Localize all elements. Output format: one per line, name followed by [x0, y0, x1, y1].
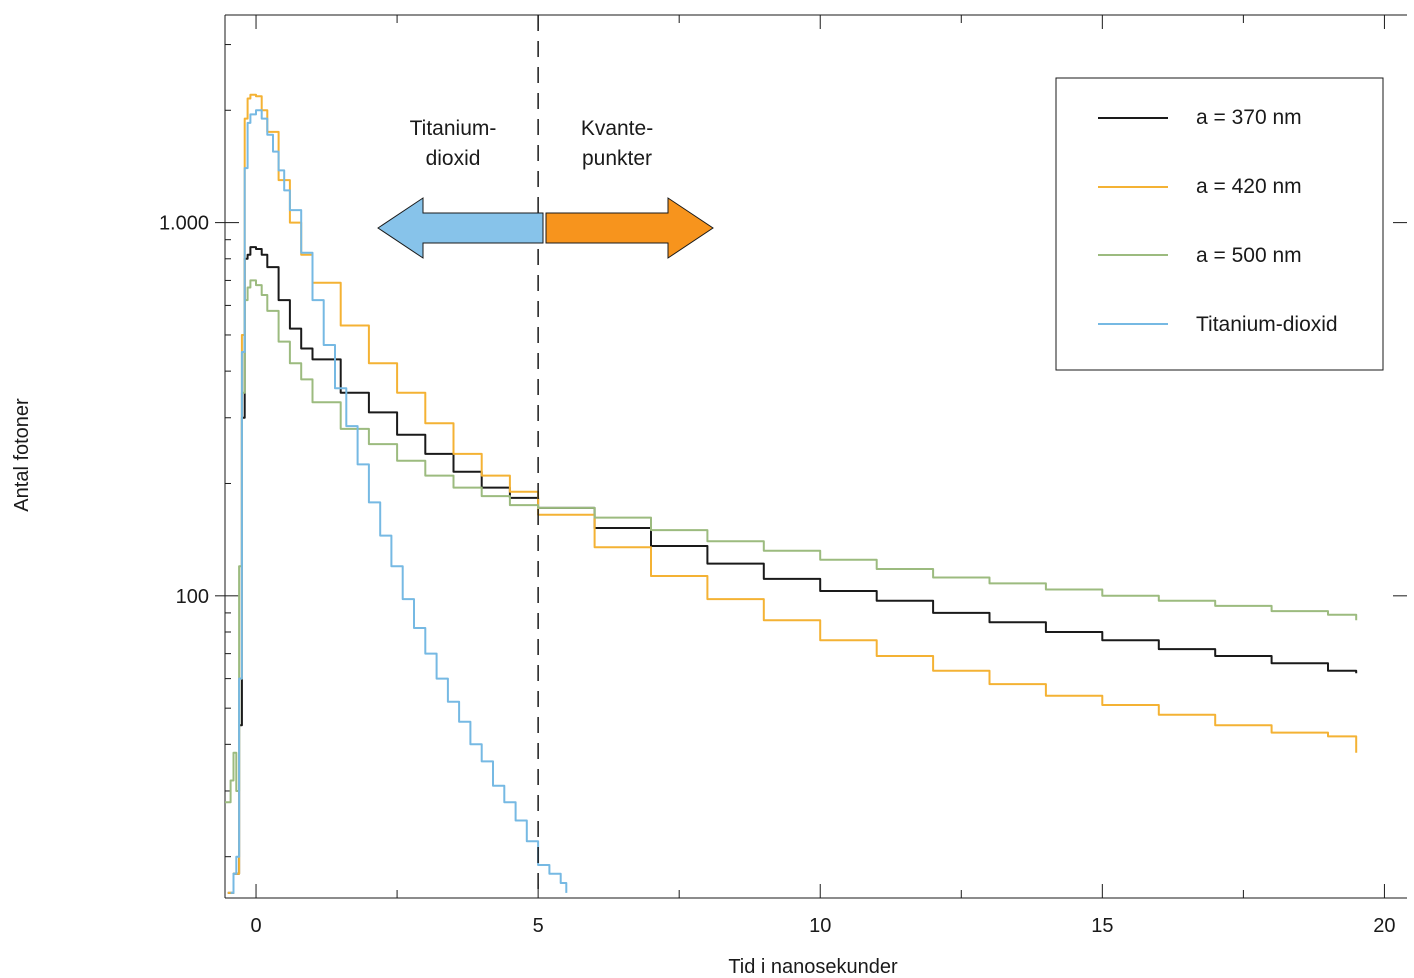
arrow-left-titanium [377, 197, 544, 259]
legend-label-370: a = 370 nm [1196, 106, 1302, 129]
legend-box [1055, 77, 1384, 371]
annotation-titanium-line-1: Titanium- [410, 117, 497, 140]
annotation-kvantepunkter: Kvante- punkter [545, 117, 714, 259]
legend: a = 370 nm a = 420 nm a = 500 nm Titaniu… [1055, 77, 1384, 371]
annotation-kvantepunkter-line-2: punkter [582, 147, 652, 170]
x-tick-label: 10 [809, 915, 831, 937]
x-tick-label: 5 [533, 915, 544, 937]
y-axis-label: Antal fotoner [11, 398, 33, 512]
annotation-titanium: Titanium- dioxid [377, 117, 544, 259]
series-line-3 [230, 109, 568, 894]
legend-label-500: a = 500 nm [1196, 244, 1302, 267]
annotation-titanium-line-2: dioxid [426, 147, 481, 170]
series-line-2 [225, 279, 1358, 804]
annotation-kvantepunkter-line-1: Kvante- [581, 117, 653, 140]
x-tick-label: 15 [1091, 915, 1113, 937]
x-tick-label: 20 [1373, 915, 1395, 937]
arrow-right-kvantepunkter [545, 197, 714, 259]
legend-label-420: a = 420 nm [1196, 175, 1302, 198]
x-axis-label: Tid i nanosekunder [728, 956, 898, 978]
plot-area [225, 93, 1358, 894]
series-line-1 [227, 93, 1358, 894]
x-tick-label: 0 [250, 915, 261, 937]
y-tick-label: 1.000 [159, 213, 209, 235]
series-line-0 [227, 246, 1358, 894]
axes: 0 5 10 15 20 100 1.000 [159, 14, 1407, 937]
legend-label-tio2: Titanium-dioxid [1196, 313, 1338, 336]
y-tick-label: 100 [176, 586, 209, 608]
